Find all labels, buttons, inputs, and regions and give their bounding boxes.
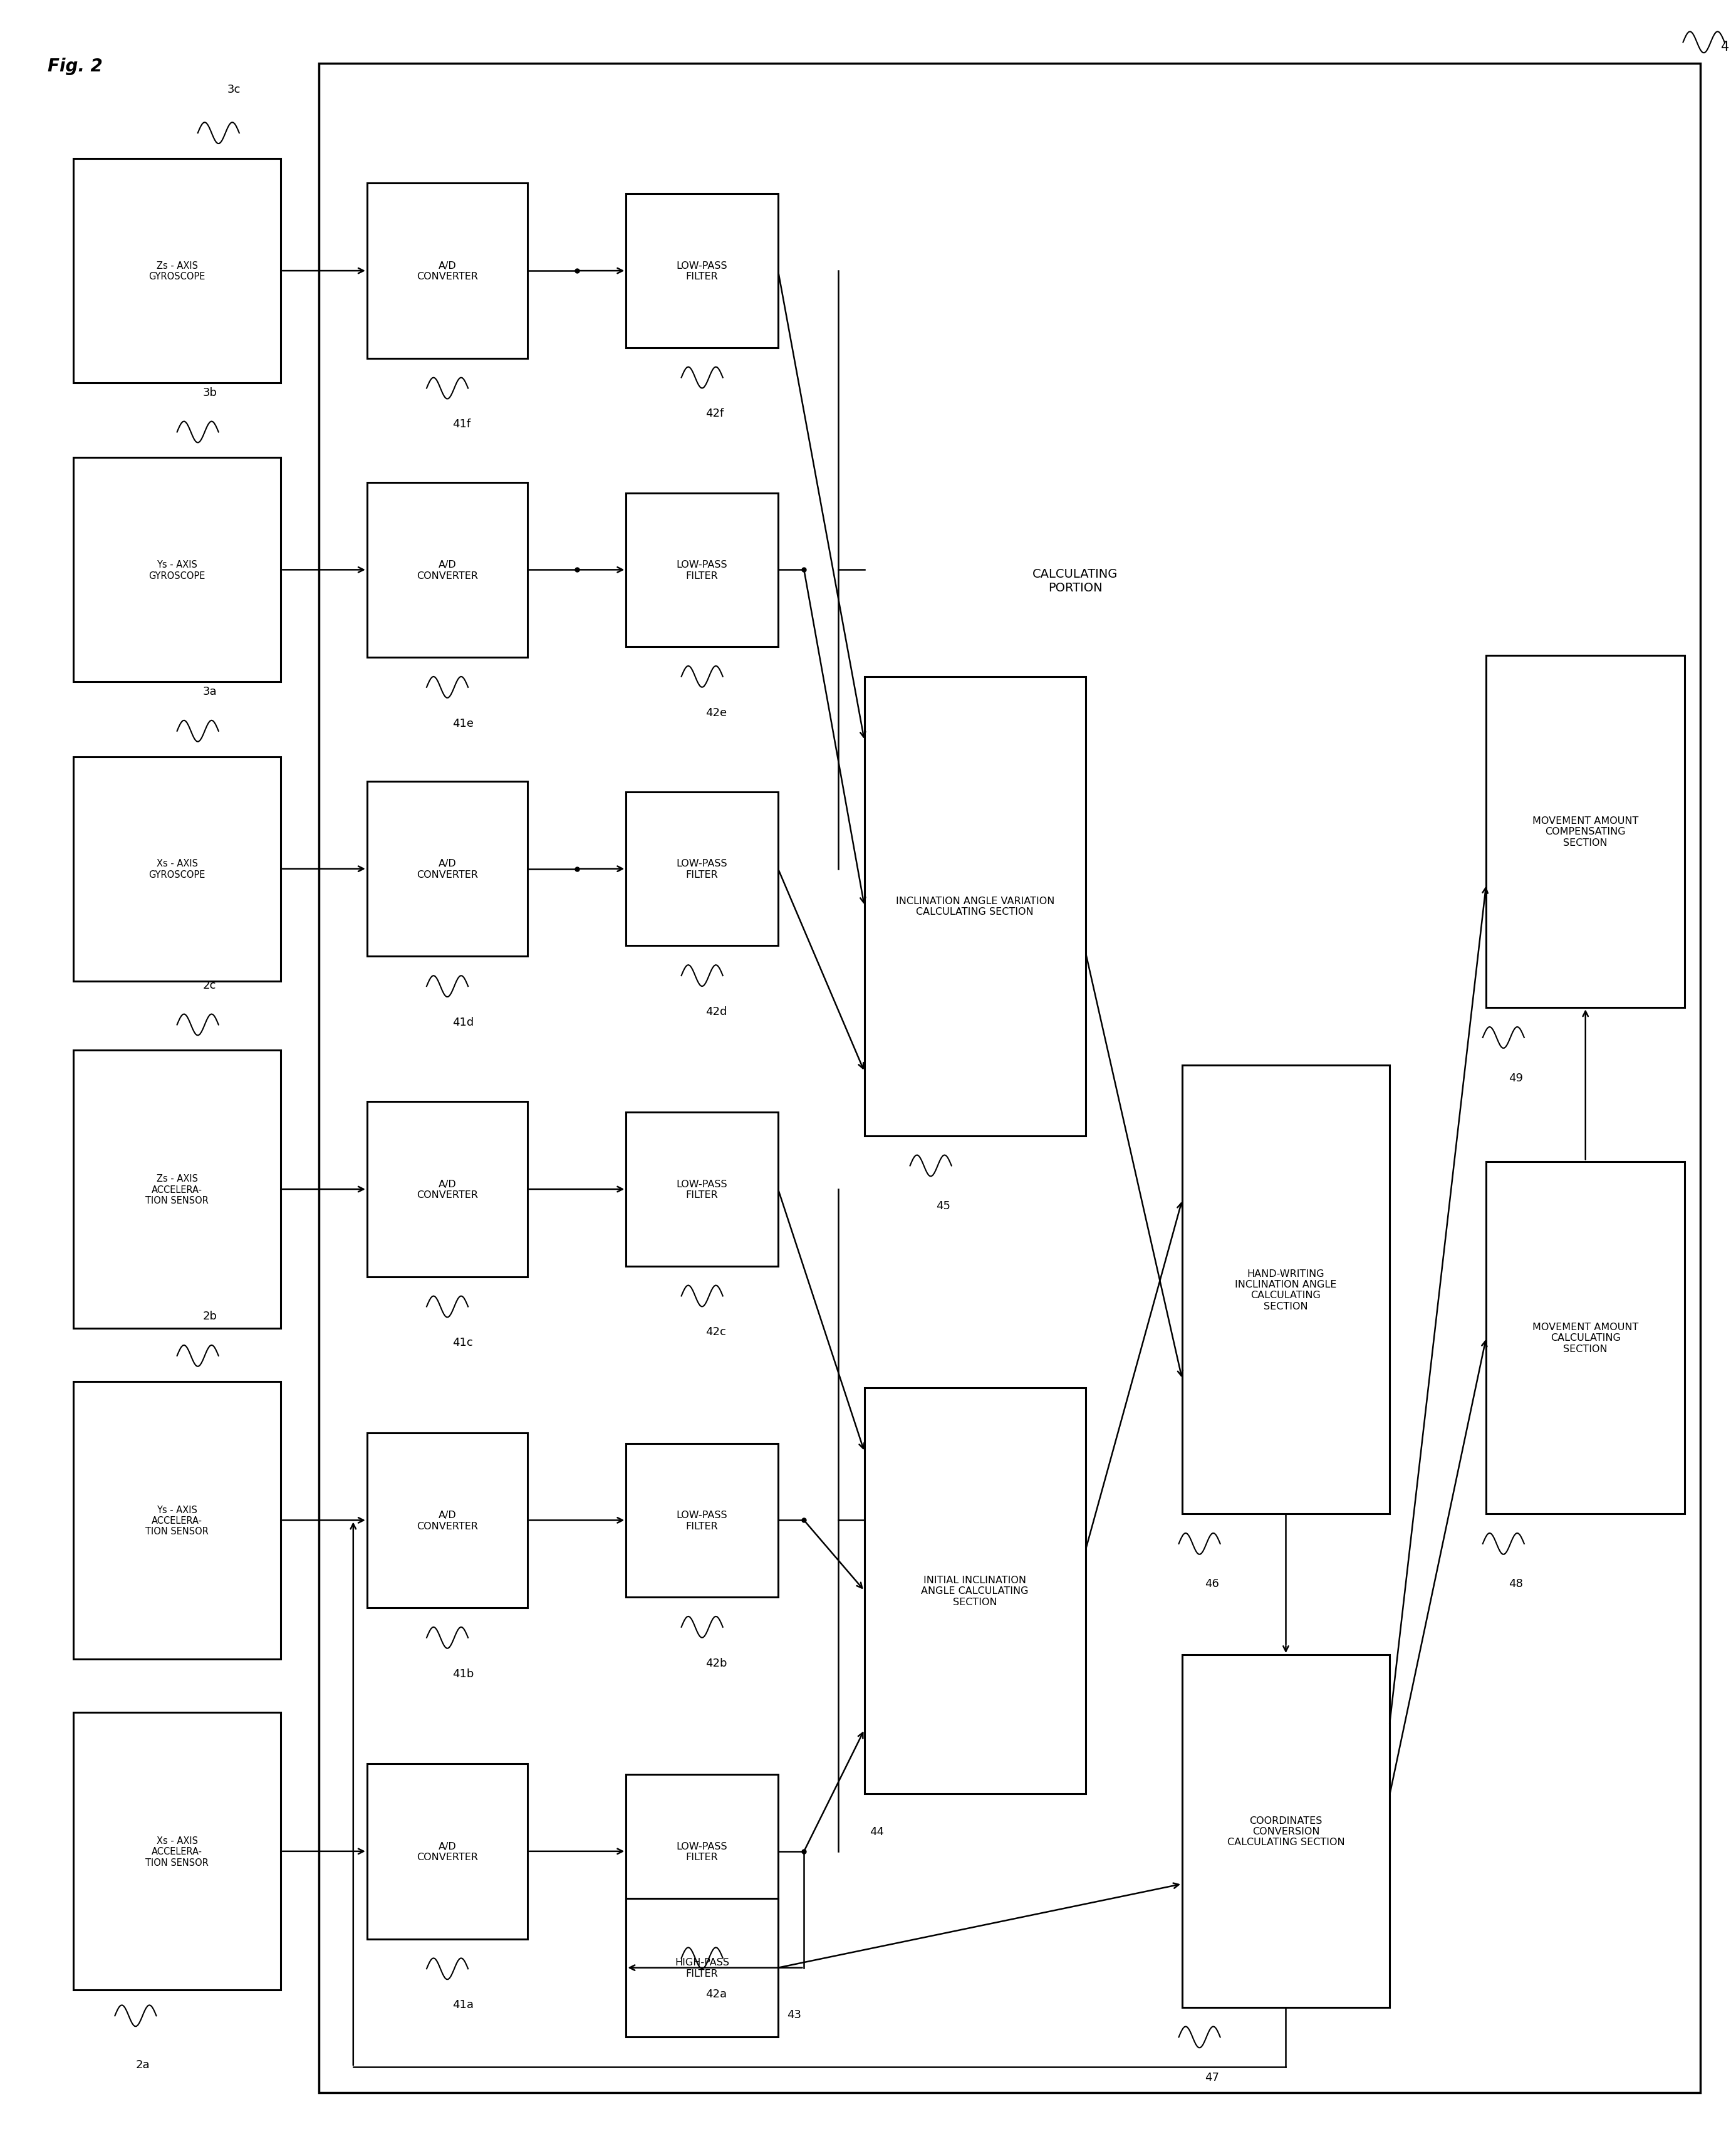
Bar: [73, 757, 281, 982]
Text: 42c: 42c: [705, 1327, 726, 1338]
Text: 41c: 41c: [453, 1336, 472, 1349]
Bar: [366, 783, 528, 956]
Text: 42f: 42f: [705, 407, 724, 420]
Text: CALCULATING
PORTION: CALCULATING PORTION: [1033, 568, 1118, 594]
Bar: [1486, 1162, 1686, 1514]
Text: Xs - AXIS
ACCELERA-
TION SENSOR: Xs - AXIS ACCELERA- TION SENSOR: [146, 1835, 208, 1867]
Text: 42e: 42e: [705, 708, 727, 718]
Bar: [627, 793, 778, 946]
Bar: [366, 482, 528, 658]
Text: MOVEMENT AMOUNT
COMPENSATING
SECTION: MOVEMENT AMOUNT COMPENSATING SECTION: [1533, 817, 1639, 847]
Text: 41b: 41b: [453, 1668, 474, 1679]
Bar: [1182, 1655, 1389, 2007]
Bar: [366, 184, 528, 358]
Bar: [73, 159, 281, 384]
Text: 49: 49: [1509, 1072, 1522, 1083]
Text: 42b: 42b: [705, 1657, 727, 1668]
Text: INITIAL INCLINATION
ANGLE CALCULATING
SECTION: INITIAL INCLINATION ANGLE CALCULATING SE…: [922, 1576, 1029, 1606]
Text: A/D
CONVERTER: A/D CONVERTER: [417, 1509, 477, 1531]
Text: 2c: 2c: [203, 980, 217, 991]
Text: 41e: 41e: [453, 718, 474, 729]
Bar: [1182, 1066, 1389, 1514]
Bar: [627, 195, 778, 347]
Text: 3b: 3b: [203, 388, 217, 399]
Bar: [865, 678, 1085, 1136]
Text: A/D
CONVERTER: A/D CONVERTER: [417, 262, 477, 281]
Text: Fig. 2: Fig. 2: [47, 58, 102, 75]
Bar: [366, 1432, 528, 1608]
Text: 45: 45: [936, 1201, 950, 1211]
Bar: [627, 493, 778, 647]
Text: A/D
CONVERTER: A/D CONVERTER: [417, 560, 477, 581]
Text: LOW-PASS
FILTER: LOW-PASS FILTER: [677, 1842, 727, 1861]
Text: HIGH-PASS
FILTER: HIGH-PASS FILTER: [675, 1957, 729, 1979]
Bar: [73, 1381, 281, 1659]
Bar: [73, 1713, 281, 1990]
Bar: [627, 1443, 778, 1597]
Text: 43: 43: [786, 2009, 800, 2020]
Bar: [627, 1897, 778, 2037]
Text: A/D
CONVERTER: A/D CONVERTER: [417, 1842, 477, 1861]
Text: 3a: 3a: [203, 686, 217, 697]
Text: 2b: 2b: [203, 1310, 217, 1323]
Bar: [627, 1113, 778, 1267]
Text: COORDINATES
CONVERSION
CALCULATING SECTION: COORDINATES CONVERSION CALCULATING SECTI…: [1227, 1816, 1345, 1846]
Text: LOW-PASS
FILTER: LOW-PASS FILTER: [677, 262, 727, 281]
Text: 42d: 42d: [705, 1006, 727, 1016]
Text: HAND-WRITING
INCLINATION ANGLE
CALCULATING
SECTION: HAND-WRITING INCLINATION ANGLE CALCULATI…: [1234, 1269, 1337, 1310]
Bar: [319, 64, 1700, 2093]
Bar: [366, 1102, 528, 1278]
Text: LOW-PASS
FILTER: LOW-PASS FILTER: [677, 1179, 727, 1201]
Text: MOVEMENT AMOUNT
CALCULATING
SECTION: MOVEMENT AMOUNT CALCULATING SECTION: [1533, 1323, 1639, 1353]
Text: 42a: 42a: [705, 1987, 727, 2000]
Bar: [865, 1387, 1085, 1795]
Text: 48: 48: [1509, 1578, 1522, 1589]
Text: Zs - AXIS
GYROSCOPE: Zs - AXIS GYROSCOPE: [149, 262, 205, 281]
Text: A/D
CONVERTER: A/D CONVERTER: [417, 1179, 477, 1201]
Text: LOW-PASS
FILTER: LOW-PASS FILTER: [677, 860, 727, 879]
Text: Zs - AXIS
ACCELERA-
TION SENSOR: Zs - AXIS ACCELERA- TION SENSOR: [146, 1175, 208, 1205]
Text: LOW-PASS
FILTER: LOW-PASS FILTER: [677, 560, 727, 581]
Text: 44: 44: [870, 1827, 884, 1837]
Text: A/D
CONVERTER: A/D CONVERTER: [417, 860, 477, 879]
Text: Ys - AXIS
ACCELERA-
TION SENSOR: Ys - AXIS ACCELERA- TION SENSOR: [146, 1505, 208, 1535]
Text: 4: 4: [1720, 41, 1729, 54]
Text: INCLINATION ANGLE VARIATION
CALCULATING SECTION: INCLINATION ANGLE VARIATION CALCULATING …: [896, 896, 1054, 918]
Text: Ys - AXIS
GYROSCOPE: Ys - AXIS GYROSCOPE: [149, 560, 205, 581]
Text: Xs - AXIS
GYROSCOPE: Xs - AXIS GYROSCOPE: [149, 860, 205, 879]
Bar: [73, 459, 281, 682]
Bar: [73, 1051, 281, 1329]
Text: 47: 47: [1205, 2071, 1219, 2082]
Bar: [1486, 656, 1686, 1008]
Text: 2a: 2a: [135, 2058, 149, 2069]
Bar: [366, 1765, 528, 1938]
Text: 3c: 3c: [227, 84, 241, 94]
Bar: [627, 1775, 778, 1927]
Text: 46: 46: [1205, 1578, 1219, 1589]
Text: 41a: 41a: [453, 1998, 474, 2009]
Text: 41f: 41f: [453, 418, 470, 431]
Text: 41d: 41d: [453, 1016, 474, 1027]
Text: LOW-PASS
FILTER: LOW-PASS FILTER: [677, 1509, 727, 1531]
